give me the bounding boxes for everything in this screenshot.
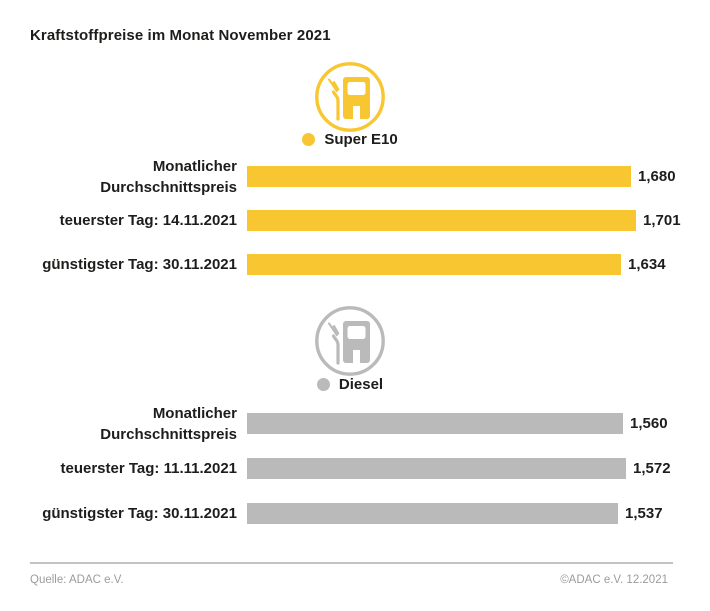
- footer-source: Quelle: ADAC e.V.: [30, 574, 124, 586]
- bar-row: Monatlicher Durchschnittspreis 1,560: [30, 405, 710, 443]
- legend-dot-icon: [316, 378, 330, 391]
- legend-diesel: Diesel: [0, 376, 700, 393]
- fuel-pump-icon: [314, 61, 386, 133]
- fuel-pump-icon: [314, 305, 386, 377]
- bar-row-label: günstigster Tag: 30.11.2021: [42, 505, 237, 522]
- bar-row: Monatlicher Durchschnittspreis 1,680: [30, 158, 710, 196]
- bar-row: günstigster Tag: 30.11.2021 1,537: [30, 503, 710, 524]
- bar-row-value: 1,701: [643, 212, 681, 229]
- bar-row-value: 1,560: [630, 415, 668, 432]
- bar: [247, 458, 626, 479]
- group-diesel: Diesel Monatlicher Durchschnittspreis 1,…: [0, 305, 710, 541]
- bar: [247, 503, 618, 524]
- bar: [247, 254, 621, 275]
- chart-title: Kraftstoffpreise im Monat November 2021: [30, 27, 331, 44]
- bar-row-label: günstigster Tag: 30.11.2021: [42, 256, 237, 273]
- bar-row-value: 1,634: [628, 256, 666, 273]
- legend-dot-icon: [302, 133, 316, 146]
- bar-row-label: Monatlicher Durchschnittspreis: [100, 157, 237, 196]
- bar-row-label: Monatlicher Durchschnittspreis: [100, 404, 237, 443]
- footer-copyright: ©ADAC e.V. 12.2021: [560, 574, 668, 586]
- bar-row-value: 1,572: [633, 460, 671, 477]
- legend-super-e10: Super E10: [0, 131, 700, 148]
- bar-row: teuerster Tag: 14.11.2021 1,701: [30, 210, 710, 231]
- bar: [247, 210, 636, 231]
- bar-row-value: 1,537: [625, 505, 663, 522]
- bar-row-value: 1,680: [638, 168, 676, 185]
- bar-row: teuerster Tag: 11.11.2021 1,572: [30, 458, 710, 479]
- bar-row-label: teuerster Tag: 11.11.2021: [60, 460, 238, 477]
- bar-row-label: teuerster Tag: 14.11.2021: [59, 212, 237, 229]
- bar: [247, 166, 631, 187]
- bar-row: günstigster Tag: 30.11.2021 1,634: [30, 254, 710, 275]
- legend-label: Diesel: [338, 376, 384, 393]
- legend-label: Super E10: [324, 131, 398, 148]
- footer-divider: [30, 562, 673, 564]
- bar: [247, 413, 623, 434]
- group-super-e10: Super E10 Monatlicher Durchschnittspreis…: [0, 61, 710, 297]
